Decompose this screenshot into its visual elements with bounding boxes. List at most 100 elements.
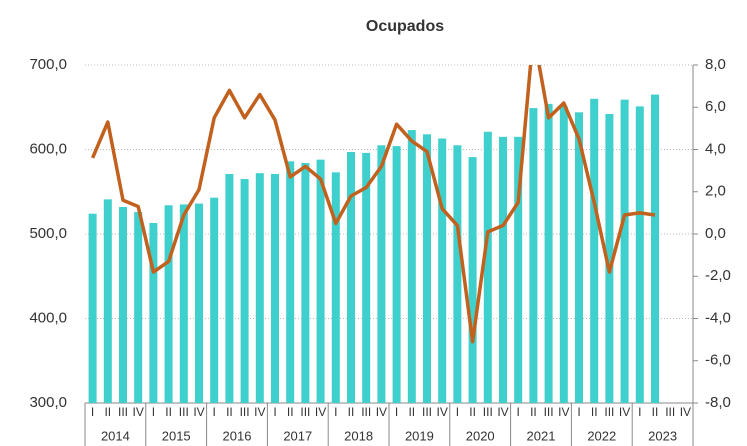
x-tick-label: II xyxy=(104,405,111,419)
x-tick-label: III xyxy=(544,405,554,419)
bar xyxy=(164,205,173,403)
bar xyxy=(438,138,447,403)
x-tick-label: II xyxy=(469,405,476,419)
year-label: 2019 xyxy=(405,428,434,443)
x-tick-label: III xyxy=(422,405,432,419)
y2-tick-label: -4,0 xyxy=(705,309,731,326)
line xyxy=(90,65,656,344)
x-tick-label: IV xyxy=(437,405,448,419)
year-label: 2014 xyxy=(101,428,130,443)
y2-tick-label: 6,0 xyxy=(705,98,726,115)
year-label: 2021 xyxy=(527,428,556,443)
bar xyxy=(468,157,477,403)
year-label: 2016 xyxy=(223,428,252,443)
bar xyxy=(605,114,614,403)
year-label: 2020 xyxy=(466,428,495,443)
bar xyxy=(362,152,371,403)
y-tick-label: 300,0 xyxy=(29,394,67,411)
x-tick-label: I xyxy=(334,405,337,419)
x-tick-label: II xyxy=(408,405,415,419)
y2-tick-label: 0,0 xyxy=(705,225,726,242)
x-tick-label: III xyxy=(665,405,675,419)
x-tick-label: II xyxy=(591,405,598,419)
x-tick-label: I xyxy=(213,405,216,419)
bar xyxy=(544,103,553,404)
bar xyxy=(514,136,523,403)
x-tick-label: IV xyxy=(254,405,265,419)
bar xyxy=(149,223,158,403)
x-tick-label: II xyxy=(287,405,294,419)
y-tick-label: 500,0 xyxy=(29,225,67,242)
x-tick-label: II xyxy=(530,405,537,419)
bar xyxy=(499,136,507,403)
y2-tick-label: -6,0 xyxy=(705,352,731,369)
bar xyxy=(316,159,325,403)
y-tick-label: 600,0 xyxy=(29,140,67,157)
bar xyxy=(255,173,264,403)
bar xyxy=(559,106,568,403)
x-tick-label: II xyxy=(226,405,233,419)
bar xyxy=(347,152,355,403)
year-label: 2015 xyxy=(162,428,191,443)
x-tick-label: III xyxy=(604,405,614,419)
x-tick-label: III xyxy=(240,405,250,419)
x-tick-label: I xyxy=(395,405,398,419)
x-tick-label: IV xyxy=(133,405,144,419)
x-tick-label: III xyxy=(179,405,189,419)
x-tick-label: IV xyxy=(497,405,508,419)
bar xyxy=(88,213,97,403)
y2-tick-label: -8,0 xyxy=(705,394,731,411)
bar xyxy=(407,130,416,403)
x-tick-label: IV xyxy=(376,405,387,419)
bar xyxy=(453,145,462,403)
bar xyxy=(179,204,188,403)
bar xyxy=(271,174,279,403)
bar xyxy=(423,134,431,404)
bar xyxy=(620,99,629,404)
x-tick-label: III xyxy=(300,405,310,419)
y2-tick-label: -2,0 xyxy=(705,267,731,284)
y-tick-label: 700,0 xyxy=(29,56,67,73)
x-tick-label: II xyxy=(165,405,172,419)
year-label: 2018 xyxy=(344,428,373,443)
bar xyxy=(483,131,492,403)
x-tick-label: III xyxy=(361,405,371,419)
x-tick-label: IV xyxy=(619,405,630,419)
x-tick-label: IV xyxy=(680,405,691,419)
bar xyxy=(286,161,295,403)
bar xyxy=(301,163,310,403)
bar xyxy=(635,106,644,403)
x-tick-label: IV xyxy=(315,405,326,419)
x-tick-label: II xyxy=(652,405,659,419)
bar xyxy=(651,94,659,403)
year-label: 2017 xyxy=(283,428,312,443)
bar xyxy=(225,174,234,403)
x-tick-label: I xyxy=(577,405,580,419)
x-tick-label: IV xyxy=(558,405,569,419)
bar xyxy=(529,108,538,403)
bar xyxy=(331,172,340,403)
bar xyxy=(210,197,219,403)
bar xyxy=(119,206,127,403)
y-tick-label: 400,0 xyxy=(29,309,67,326)
bar xyxy=(392,146,401,403)
y2-tick-label: 2,0 xyxy=(705,183,726,200)
chart-title: Ocupados xyxy=(366,18,444,35)
bar xyxy=(377,145,386,403)
bar xyxy=(240,179,249,403)
x-tick-label: I xyxy=(638,405,641,419)
x-tick-label: I xyxy=(273,405,276,419)
x-tick-label: I xyxy=(91,405,94,419)
x-tick-label: I xyxy=(517,405,520,419)
bar xyxy=(575,112,583,403)
year-label: 2023 xyxy=(648,428,677,443)
y2-tick-label: 4,0 xyxy=(705,140,726,157)
x-tick-label: III xyxy=(118,405,128,419)
bar xyxy=(134,212,143,403)
x-tick-label: I xyxy=(456,405,459,419)
y2-tick-label: 8,0 xyxy=(705,56,726,73)
bar xyxy=(103,199,112,403)
x-tick-label: III xyxy=(483,405,493,419)
x-tick-label: IV xyxy=(193,405,204,419)
